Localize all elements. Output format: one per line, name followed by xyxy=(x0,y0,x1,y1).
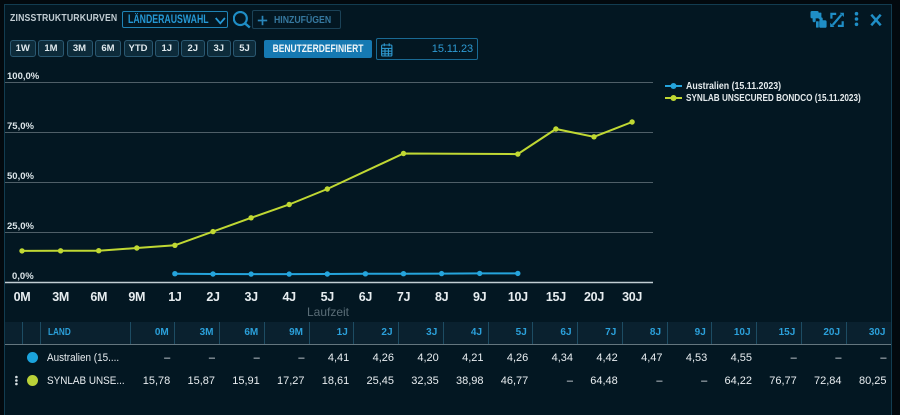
svg-text:8J: 8J xyxy=(435,290,449,304)
svg-text:50,0%: 50,0% xyxy=(7,171,34,182)
svg-text:6J: 6J xyxy=(359,290,373,304)
svg-text:0M: 0M xyxy=(14,290,31,304)
svg-text:4J: 4J xyxy=(283,290,297,304)
svg-text:15J: 15J xyxy=(546,290,566,304)
svg-text:9M: 9M xyxy=(128,290,145,304)
svg-text:1J: 1J xyxy=(168,290,182,304)
svg-text:Laufzeit: Laufzeit xyxy=(307,305,350,319)
svg-text:3M: 3M xyxy=(52,290,69,304)
svg-text:7J: 7J xyxy=(397,290,411,304)
svg-text:9J: 9J xyxy=(473,290,487,304)
svg-text:10J: 10J xyxy=(508,290,528,304)
svg-text:6M: 6M xyxy=(90,290,107,304)
svg-text:20J: 20J xyxy=(584,290,604,304)
svg-text:25,0%: 25,0% xyxy=(7,221,34,232)
svg-text:5J: 5J xyxy=(321,290,335,304)
svg-text:75,0%: 75,0% xyxy=(7,121,34,132)
svg-text:30J: 30J xyxy=(622,290,642,304)
svg-text:100,0%: 100,0% xyxy=(7,71,40,82)
svg-text:0,0%: 0,0% xyxy=(12,271,34,282)
svg-text:3J: 3J xyxy=(244,290,258,304)
svg-text:2J: 2J xyxy=(206,290,220,304)
